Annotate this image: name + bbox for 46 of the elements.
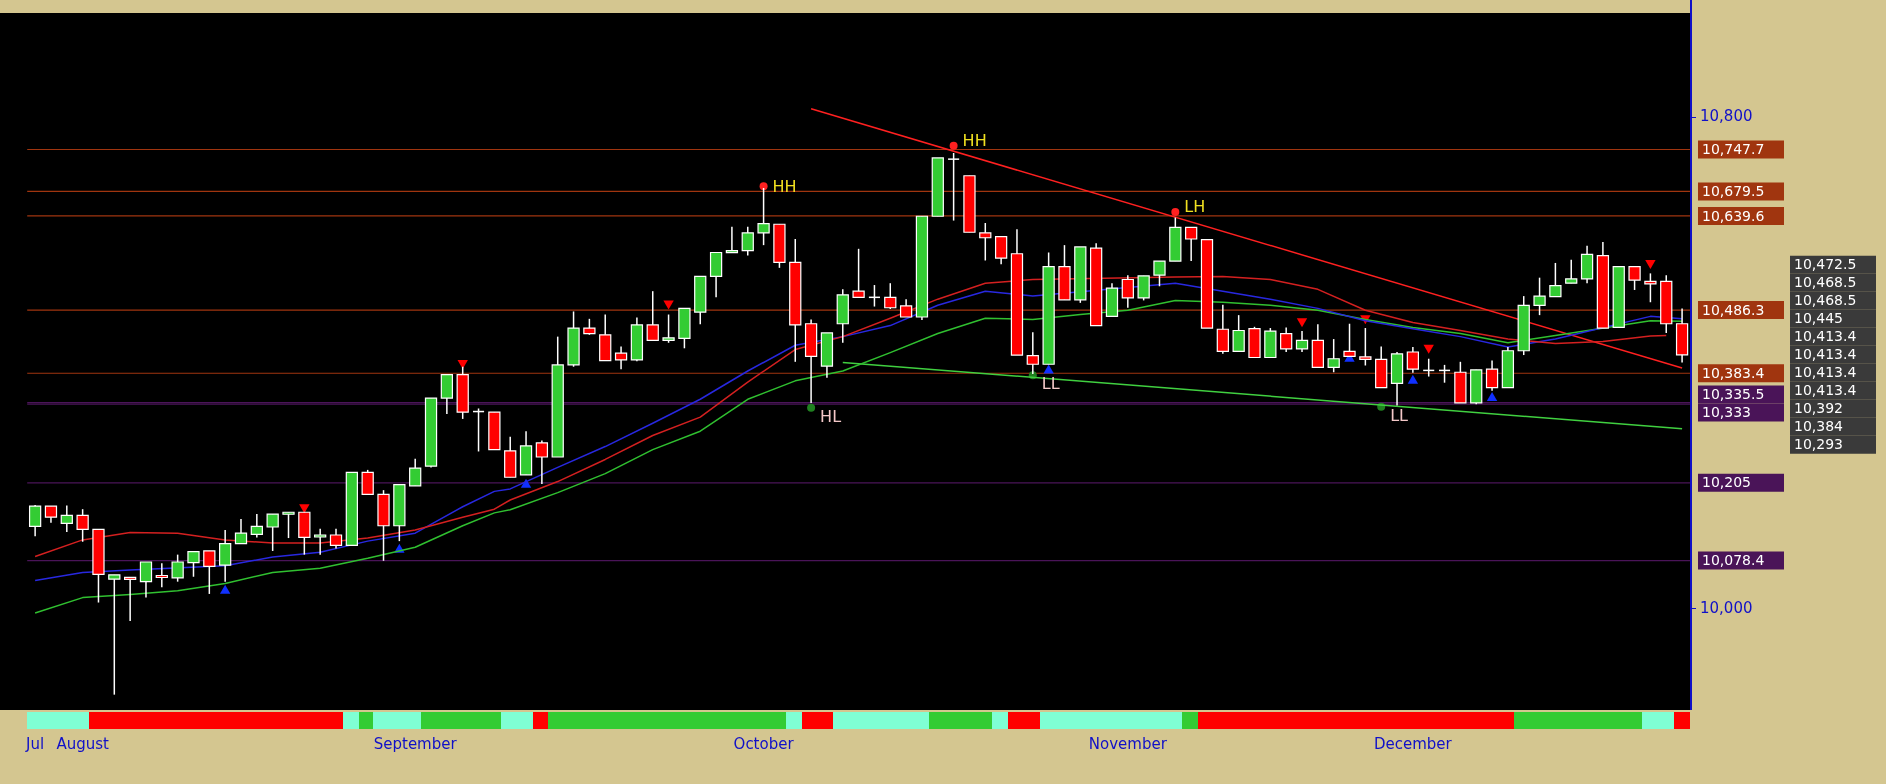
point (759, 182, 768, 191)
ref-line-label: 10,335.5 (1702, 386, 1765, 403)
x-tick-label: September (373, 734, 458, 753)
annotation: HH (962, 130, 987, 150)
text: 10,392 (1794, 400, 1843, 417)
point (1486, 392, 1498, 402)
text: 10,472.5 (1794, 256, 1857, 273)
candlestick (947, 152, 960, 222)
point (807, 403, 816, 412)
annotation: LL (1390, 405, 1409, 425)
point (1171, 207, 1180, 216)
text: 10,413.4 (1794, 346, 1857, 363)
text: 10,413.4 (1794, 328, 1857, 345)
point (1423, 344, 1434, 354)
point (1407, 374, 1419, 384)
point (219, 584, 231, 594)
point (1296, 318, 1308, 328)
ref-line-label: 10,639.6 (1702, 207, 1765, 224)
ref-line-label: 10,383.4 (1702, 364, 1765, 381)
point (663, 300, 674, 310)
text: 10,293 (1794, 436, 1843, 453)
annotation: LL (1041, 374, 1060, 394)
text: 10,468.5 (1794, 274, 1857, 291)
text: 10,413.4 (1794, 364, 1857, 381)
text: 10,384 (1794, 418, 1844, 435)
x-tick-label: December (1373, 734, 1453, 753)
annotation: LH (1184, 197, 1206, 217)
point (949, 141, 958, 150)
x-tick-label: Jul (25, 734, 45, 753)
y-tick-label: 10,000 (1700, 598, 1753, 617)
point (1645, 259, 1656, 269)
text: 10,468.5 (1794, 292, 1857, 309)
x-tick-label: November (1088, 734, 1168, 753)
ref-line-label: 10,747.7 (1702, 141, 1765, 158)
text: 10,445 (1794, 310, 1843, 327)
x-tick-label: October (733, 734, 795, 753)
annotation: HH (772, 176, 797, 196)
ref-line-label: 10,333 (1702, 404, 1751, 421)
ref-line-label: 10,486.3 (1702, 301, 1765, 318)
text: 10,413.4 (1794, 382, 1857, 399)
ref-line-label: 10,205 (1702, 474, 1751, 491)
ref-line-label: 10,679.5 (1702, 183, 1765, 200)
ref-line-label: 10,078.4 (1702, 552, 1765, 569)
y-tick-label: 10,800 (1700, 107, 1753, 126)
x-tick-label: August (56, 734, 109, 753)
annotation: HL (820, 407, 842, 427)
